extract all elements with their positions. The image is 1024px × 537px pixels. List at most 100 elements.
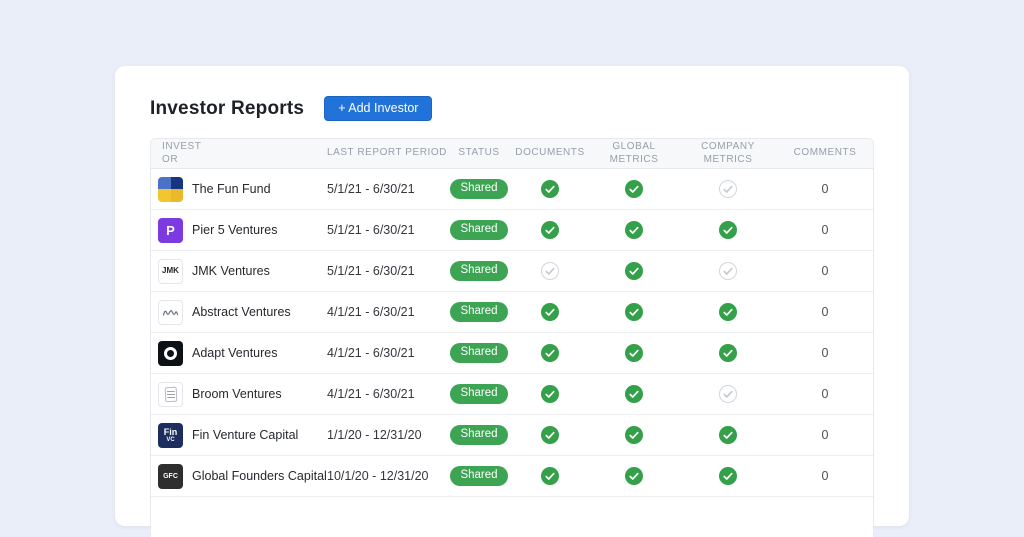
column-header-documents: DOCUMENTS [515, 147, 585, 159]
check-circle-icon [541, 221, 559, 239]
investor-reports-card: Investor Reports + Add Investor INVESTOR… [115, 66, 909, 537]
table-row[interactable]: Adapt Ventures 4/1/21 - 6/30/21 Shared 0 [151, 333, 873, 374]
check-circle-icon [625, 262, 643, 280]
investor-logo-icon: Fin VC [158, 422, 183, 448]
comments-count: 0 [821, 428, 829, 442]
column-header-comments: COMMENTS [793, 147, 857, 159]
status-badge: Shared [450, 343, 508, 363]
company-metrics-status [719, 344, 737, 362]
table-row[interactable]: P Pier 5 Ventures 5/1/21 - 6/30/21 Share… [151, 210, 873, 251]
investor-logo-icon [158, 299, 183, 325]
column-header-report-period: LAST REPORT PERIOD [327, 147, 447, 159]
table-row[interactable]: Abstract Ventures 4/1/21 - 6/30/21 Share… [151, 292, 873, 333]
column-header-global-metrics: GLOBAL METRICS [609, 141, 659, 165]
global-metrics-status [625, 385, 643, 403]
status-cell: Shared [450, 384, 508, 404]
documents-status [541, 426, 559, 444]
column-header-company-metrics: COMPANY METRICS [701, 141, 755, 165]
table-header-row: INVESTOR LAST REPORT PERIOD STATUS DOCUM… [151, 139, 873, 169]
status-badge: Shared [450, 220, 508, 240]
check-circle-icon [541, 385, 559, 403]
report-period: 4/1/21 - 6/30/21 [327, 305, 415, 319]
status-badge: Shared [450, 261, 508, 281]
investor-cell: Adapt Ventures [151, 340, 327, 366]
table-row[interactable]: GFC Global Founders Capital 10/1/20 - 12… [151, 456, 873, 497]
check-circle-icon [719, 180, 737, 198]
check-circle-icon [625, 385, 643, 403]
comments-count: 0 [821, 182, 829, 196]
global-metrics-status [625, 303, 643, 321]
add-investor-button[interactable]: + Add Investor [324, 96, 433, 121]
table-partial-row [151, 497, 873, 537]
status-badge: Shared [450, 425, 508, 445]
check-circle-icon [541, 303, 559, 321]
table-row[interactable]: Broom Ventures 4/1/21 - 6/30/21 Shared 0 [151, 374, 873, 415]
investor-cell: The Fun Fund [151, 176, 327, 202]
investor-logo-icon: P [158, 217, 183, 243]
global-metrics-status [625, 180, 643, 198]
global-metrics-status [625, 467, 643, 485]
table-row[interactable]: The Fun Fund 5/1/21 - 6/30/21 Shared 0 [151, 169, 873, 210]
investor-logo-icon: JMK [158, 258, 183, 284]
investor-name: Fin Venture Capital [192, 428, 299, 442]
check-circle-icon [541, 344, 559, 362]
status-cell: Shared [450, 466, 508, 486]
investor-name: Abstract Ventures [192, 305, 291, 319]
investor-logo-icon [158, 176, 183, 202]
report-period: 5/1/21 - 6/30/21 [327, 182, 415, 196]
comments-count: 0 [821, 223, 829, 237]
check-circle-icon [719, 262, 737, 280]
company-metrics-status [719, 221, 737, 239]
comments-count: 0 [821, 305, 829, 319]
status-cell: Shared [450, 220, 508, 240]
investor-logo-icon [158, 381, 183, 407]
status-cell: Shared [450, 179, 508, 199]
investor-cell: Fin VC Fin Venture Capital [151, 422, 327, 448]
documents-status [541, 385, 559, 403]
investor-table: INVESTOR LAST REPORT PERIOD STATUS DOCUM… [150, 138, 874, 537]
company-metrics-status [719, 303, 737, 321]
column-header-investor: INVESTOR [162, 141, 202, 165]
investor-cell: Abstract Ventures [151, 299, 327, 325]
table-row[interactable]: JMK JMK Ventures 5/1/21 - 6/30/21 Shared… [151, 251, 873, 292]
documents-status [541, 262, 559, 280]
check-circle-icon [719, 344, 737, 362]
company-metrics-status [719, 467, 737, 485]
report-period: 5/1/21 - 6/30/21 [327, 223, 415, 237]
check-circle-icon [541, 180, 559, 198]
global-metrics-status [625, 426, 643, 444]
company-metrics-status [719, 262, 737, 280]
check-circle-icon [719, 426, 737, 444]
check-circle-icon [719, 467, 737, 485]
page-title: Investor Reports [150, 97, 305, 119]
check-circle-icon [625, 180, 643, 198]
comments-count: 0 [821, 264, 829, 278]
check-circle-icon [625, 221, 643, 239]
documents-status [541, 467, 559, 485]
check-circle-icon [625, 426, 643, 444]
report-period: 4/1/21 - 6/30/21 [327, 387, 415, 401]
investor-name: Global Founders Capital [192, 469, 327, 483]
documents-status [541, 180, 559, 198]
comments-count: 0 [821, 387, 829, 401]
status-badge: Shared [450, 179, 508, 199]
card-header: Investor Reports + Add Investor [115, 66, 909, 138]
status-badge: Shared [450, 466, 508, 486]
documents-status [541, 303, 559, 321]
page-background: Investor Reports + Add Investor INVESTOR… [115, 66, 909, 537]
investor-cell: P Pier 5 Ventures [151, 217, 327, 243]
report-period: 10/1/20 - 12/31/20 [327, 469, 429, 483]
global-metrics-status [625, 262, 643, 280]
investor-logo-icon: GFC [158, 463, 183, 489]
company-metrics-status [719, 180, 737, 198]
company-metrics-status [719, 426, 737, 444]
investor-name: JMK Ventures [192, 264, 270, 278]
global-metrics-status [625, 221, 643, 239]
check-circle-icon [541, 262, 559, 280]
report-period: 4/1/21 - 6/30/21 [327, 346, 415, 360]
investor-name: Broom Ventures [192, 387, 282, 401]
status-badge: Shared [450, 384, 508, 404]
global-metrics-status [625, 344, 643, 362]
investor-cell: GFC Global Founders Capital [151, 463, 327, 489]
table-row[interactable]: Fin VC Fin Venture Capital 1/1/20 - 12/31… [151, 415, 873, 456]
